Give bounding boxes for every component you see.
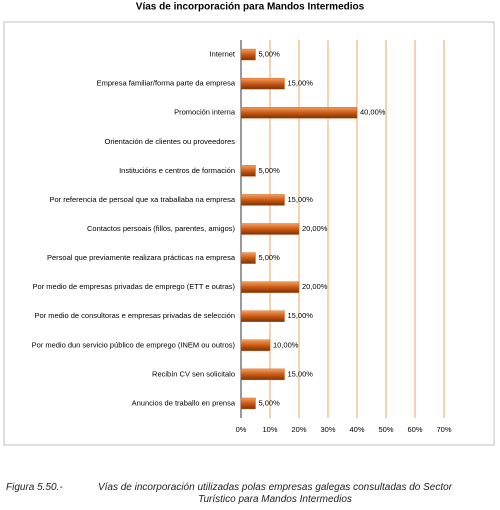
value-label: 15,00% xyxy=(288,369,314,378)
y-tick-label: Por medio dun servicio público de empreg… xyxy=(32,340,236,349)
bar xyxy=(240,165,256,177)
value-label: 20,00% xyxy=(302,224,328,233)
bar xyxy=(240,397,256,410)
figure-label: Figura 5.50.- xyxy=(6,482,63,493)
value-label: 40,00% xyxy=(360,108,386,117)
value-label: 20,00% xyxy=(302,282,328,291)
value-label: 15,00% xyxy=(288,79,314,88)
y-tick-label: Empresa familiar/forma parte da empresa xyxy=(97,79,236,88)
bar xyxy=(240,106,358,119)
y-tick-label: Persoal que previamente realizara prácti… xyxy=(47,253,236,262)
value-label: 5,00% xyxy=(259,166,281,175)
y-tick-label: Por medio de consultoras e empresas priv… xyxy=(34,311,235,320)
bar xyxy=(240,223,300,235)
bar xyxy=(240,368,285,381)
x-tick-label: 30% xyxy=(320,425,335,434)
chart-title: Vías de incorporación para Mandos Interm… xyxy=(136,2,365,13)
caption-text: Vías de incorporación utilizadas polas e… xyxy=(97,482,453,505)
y-tick-label: Contactos persoais (fillos, parentes, am… xyxy=(87,224,235,233)
bar xyxy=(240,194,285,206)
chart-frame xyxy=(3,21,495,446)
y-tick-label: Orientación de clientes ou proveedores xyxy=(105,137,236,146)
y-tick-label: Internet xyxy=(210,50,236,59)
bar xyxy=(240,310,285,322)
bar xyxy=(240,48,256,61)
x-tick-label: 10% xyxy=(262,425,277,434)
x-tick-label: 50% xyxy=(378,425,393,434)
y-tick-label: Por medio de empresas privadas de empreg… xyxy=(33,282,236,291)
y-tick-label: Promoción interna xyxy=(174,108,236,117)
x-tick-label: 40% xyxy=(349,425,364,434)
bar xyxy=(240,252,256,264)
value-label: 15,00% xyxy=(288,311,314,320)
value-label: 5,00% xyxy=(259,398,281,407)
y-tick-label: Institucións e centros de formación xyxy=(119,166,235,175)
x-tick-label: 60% xyxy=(407,425,422,434)
bar xyxy=(240,281,300,293)
y-tick-label: Anuncios de traballo en prensa xyxy=(132,398,236,407)
bar xyxy=(240,77,285,90)
y-tick-label: Recibín CV sen solicitalo xyxy=(152,369,235,378)
value-label: 5,00% xyxy=(259,253,281,262)
x-tick-label: 0% xyxy=(236,425,247,434)
bar xyxy=(240,339,271,352)
x-tick-label: 20% xyxy=(291,425,306,434)
y-tick-label: Por referencia de persoal que xa traball… xyxy=(49,195,235,204)
x-tick-label: 70% xyxy=(436,425,451,434)
chart: Vías de incorporación para Mandos Interm… xyxy=(3,2,495,446)
value-label: 15,00% xyxy=(288,195,314,204)
value-label: 5,00% xyxy=(259,50,281,59)
value-label: 10,00% xyxy=(273,340,299,349)
